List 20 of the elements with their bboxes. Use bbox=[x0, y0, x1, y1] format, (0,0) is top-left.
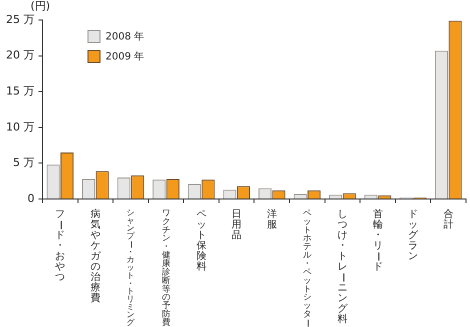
y-tick-label: 5 万 bbox=[12, 156, 34, 170]
y-tick-label: 25 万 bbox=[6, 12, 34, 26]
y-tick-label: 0 bbox=[27, 192, 34, 205]
category-label: ワクチン・健康診断等の予防費 bbox=[162, 207, 170, 327]
x-tick-label: フード・おやつ bbox=[54, 208, 66, 283]
y-tick-label: 20 万 bbox=[6, 48, 34, 62]
category-label: 病気やケガの治療費 bbox=[90, 208, 100, 304]
x-tick-label: 首輪・リード bbox=[372, 208, 384, 272]
category-label: しつけ・トレーニング料 bbox=[336, 208, 348, 325]
legend-label: 2009 年 bbox=[105, 50, 144, 63]
x-tick-label: 合計 bbox=[443, 208, 454, 230]
y-axis-title: (円) bbox=[30, 0, 50, 12]
x-tick-label: ドッグラン bbox=[408, 208, 420, 262]
category-label: ペットホテル・ペットシッター bbox=[303, 207, 314, 327]
y-tick-label: 10 万 bbox=[6, 120, 34, 134]
x-tick-label: 洋服 bbox=[266, 208, 277, 230]
legend-label: 2008 年 bbox=[105, 30, 144, 43]
x-tick-label: ペット保険料 bbox=[196, 208, 206, 272]
x-tick-label: 日用品 bbox=[232, 208, 242, 241]
y-tick-label: 15 万 bbox=[6, 84, 34, 98]
